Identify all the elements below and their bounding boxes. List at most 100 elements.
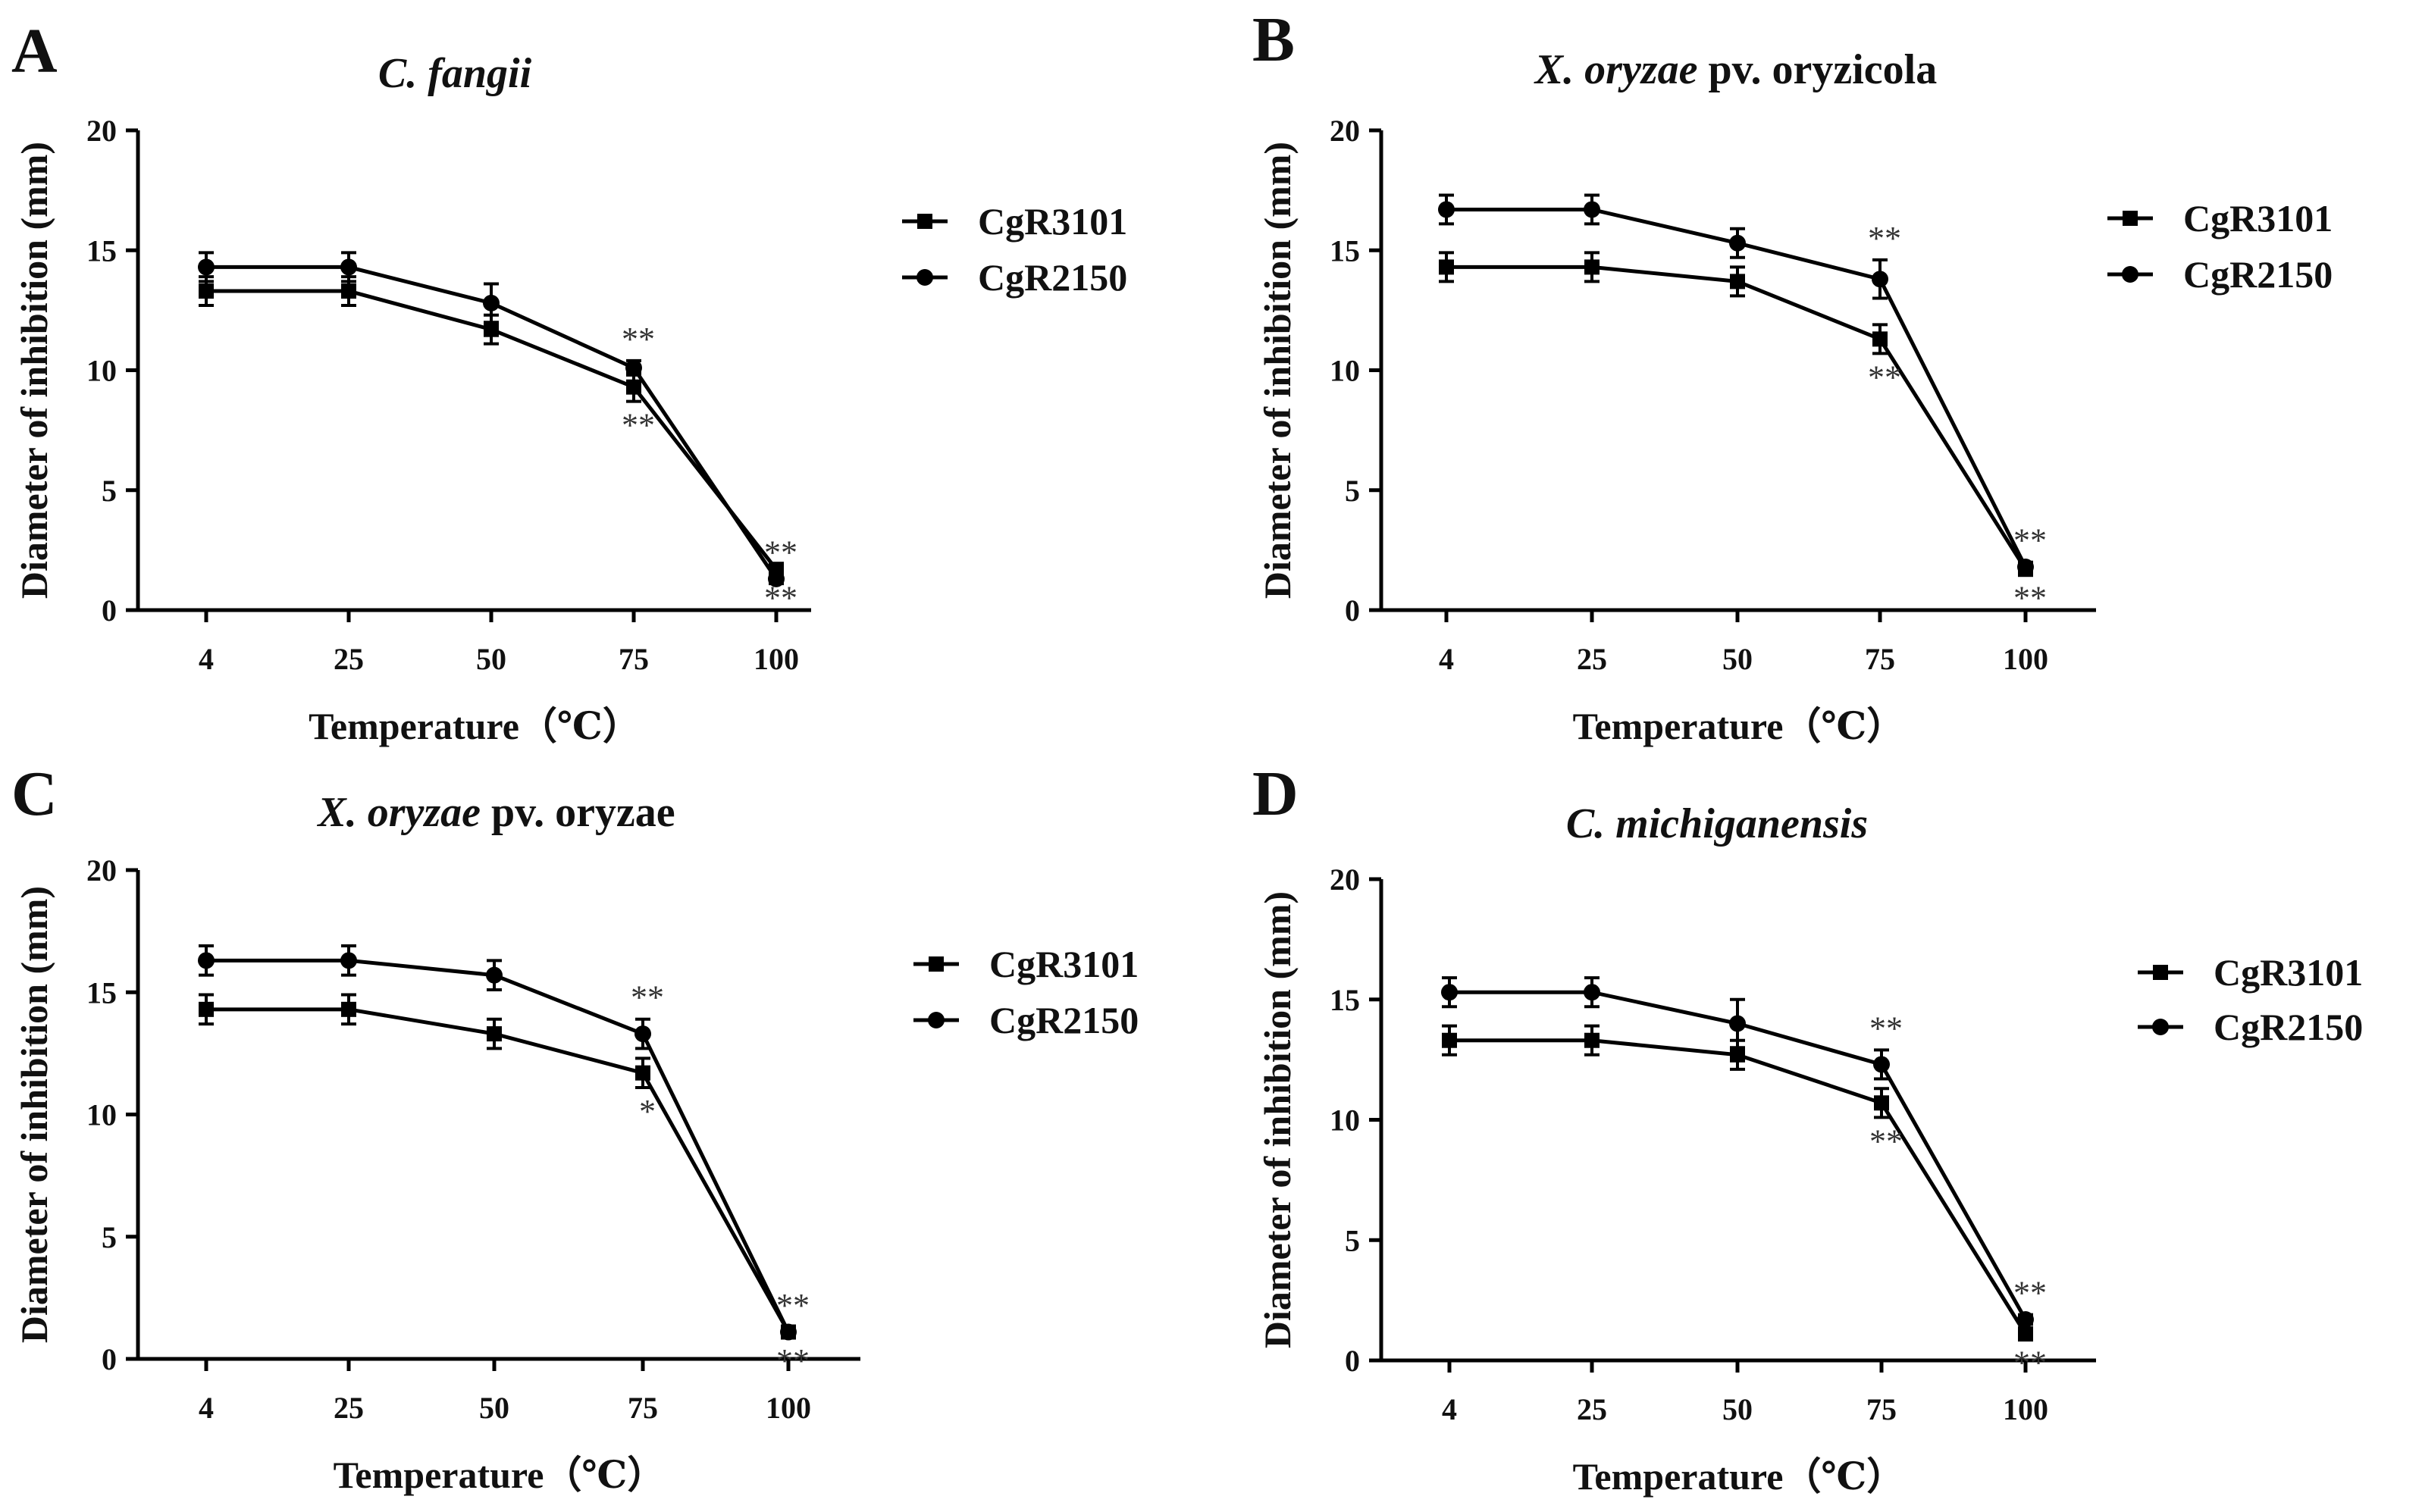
y-tick-label: 10 — [1330, 1103, 1360, 1138]
legend-label: CgR2150 — [2183, 253, 2333, 296]
data-point-square — [2018, 1326, 2033, 1342]
significance-mark: ** — [776, 1342, 810, 1379]
data-point-square — [199, 1001, 214, 1017]
chart-panel-c: C X. oryzae pv. oryzae 0 5 10 15 20 4 25 50 75 100 T… — [11, 759, 1139, 1496]
y-axis-label: Diameter of inhibition (mm) — [13, 886, 55, 1343]
x-tick-label: 4 — [1439, 642, 1454, 676]
x-tick-label: 4 — [199, 642, 214, 676]
data-point-circle — [1729, 234, 1746, 252]
legend-item-cgr2150: CgR2150 — [902, 256, 1127, 299]
legend-item-cgr3101: CgR3101 — [902, 200, 1127, 243]
data-point-circle — [1441, 984, 1458, 1001]
chart-title-rest: pv. oryzicola — [1697, 46, 1937, 93]
x-tick-label: 25 — [334, 1391, 364, 1425]
panel-letter: D — [1252, 759, 1299, 829]
significance-mark: ** — [776, 1287, 810, 1324]
series-line — [206, 1007, 791, 1333]
legend-label: CgR2150 — [978, 256, 1127, 299]
x-tick-label: 100 — [766, 1391, 811, 1425]
legend-marker-circle — [928, 1012, 945, 1028]
significance-mark: ** — [622, 407, 655, 444]
series-cgr3101: ** ** — [199, 275, 797, 617]
series-cgr3101: ** ** — [1439, 251, 2047, 617]
chart-title-italic: X. oryzae — [316, 789, 481, 836]
x-tick-label: 75 — [1866, 1392, 1897, 1426]
chart-title-italic: C. michiganensis — [1566, 800, 1868, 847]
legend-marker-circle — [916, 269, 933, 286]
y-axis-label: Diameter of inhibition (mm) — [1256, 142, 1299, 599]
data-point-square — [1874, 1095, 1889, 1111]
data-point-circle — [340, 258, 357, 276]
legend-label: CgR3101 — [2183, 197, 2333, 239]
y-tick-label: 20 — [1330, 862, 1360, 897]
legend-marker-circle — [2152, 1019, 2169, 1035]
chart-title: X. oryzae pv. oryzicola — [1534, 46, 1937, 93]
panel-letter: B — [1252, 5, 1295, 75]
data-point-square — [1584, 1032, 1600, 1048]
chart-title-rest: pv. oryzae — [481, 789, 675, 836]
data-point-circle — [634, 1025, 651, 1043]
data-point-circle — [1584, 984, 1600, 1001]
x-tick-label: 100 — [754, 642, 799, 676]
significance-mark: ** — [2013, 580, 2047, 617]
series-line — [1446, 207, 2028, 568]
significance-mark: ** — [1868, 358, 1901, 396]
data-point-square — [1730, 274, 1745, 290]
y-tick-label: 5 — [1345, 1223, 1360, 1257]
chart-panel-d: D C. michiganensis 0 5 10 15 20 4 25 50 75 100 Tempe… — [1252, 759, 2363, 1498]
y-tick-label: 15 — [1330, 233, 1360, 268]
data-point-circle — [768, 570, 785, 587]
legend-marker-square — [2123, 211, 2138, 226]
legend-marker-square — [2153, 965, 2168, 980]
x-axis-label: Temperature（℃） — [309, 705, 641, 747]
series-cgr2150: ** ** — [1441, 976, 2047, 1329]
data-point-circle — [483, 294, 500, 311]
data-point-circle — [2017, 1311, 2034, 1329]
legend-item-cgr2150: CgR2150 — [2138, 1006, 2363, 1048]
data-point-square — [1584, 259, 1600, 275]
data-point-square — [635, 1065, 650, 1081]
series-cgr2150: ** ** — [198, 251, 797, 587]
x-tick-label: 75 — [619, 642, 649, 676]
data-point-circle — [198, 952, 215, 969]
legend-item-cgr2150: CgR2150 — [913, 999, 1139, 1041]
data-point-circle — [625, 359, 642, 377]
data-point-circle — [780, 1323, 797, 1341]
y-tick-label: 20 — [86, 114, 117, 148]
y-axis-label: Diameter of inhibition (mm) — [1256, 891, 1299, 1348]
y-tick-label: 5 — [102, 1220, 117, 1254]
x-axis-label: Temperature（℃） — [334, 1454, 666, 1496]
y-tick-label: 15 — [86, 975, 117, 1010]
panel-letter: C — [11, 759, 58, 829]
data-point-circle — [1438, 201, 1455, 218]
significance-mark: * — [639, 1093, 656, 1130]
x-tick-label: 4 — [199, 1391, 214, 1425]
chart-title-italic: X. oryzae — [1534, 46, 1698, 93]
legend-marker-square — [917, 214, 932, 229]
y-tick-label: 0 — [1345, 1344, 1360, 1378]
y-tick-label: 10 — [86, 354, 117, 388]
data-point-square — [341, 283, 356, 299]
legend-label: CgR2150 — [2214, 1006, 2363, 1048]
x-tick-label: 4 — [1442, 1392, 1457, 1426]
y-tick-label: 15 — [1330, 983, 1360, 1017]
x-axis-label: Temperature（℃） — [1573, 705, 1905, 747]
data-point-square — [199, 283, 214, 299]
x-tick-label: 50 — [479, 1391, 509, 1425]
legend-label: CgR2150 — [989, 999, 1139, 1041]
x-tick-label: 25 — [334, 642, 364, 676]
x-tick-label: 75 — [1865, 642, 1895, 676]
y-tick-label: 5 — [102, 474, 117, 508]
series-cgr2150: ** ** — [198, 944, 810, 1341]
series-line — [1449, 1038, 2028, 1335]
legend-label: CgR3101 — [2214, 951, 2363, 994]
significance-mark: ** — [631, 979, 664, 1016]
legend-marker-square — [929, 956, 944, 972]
data-point-square — [1730, 1047, 1745, 1063]
data-point-square — [1439, 259, 1454, 275]
significance-mark: ** — [2013, 522, 2047, 559]
legend-label: CgR3101 — [989, 943, 1139, 985]
data-point-circle — [340, 952, 357, 969]
data-point-square — [1442, 1032, 1457, 1048]
